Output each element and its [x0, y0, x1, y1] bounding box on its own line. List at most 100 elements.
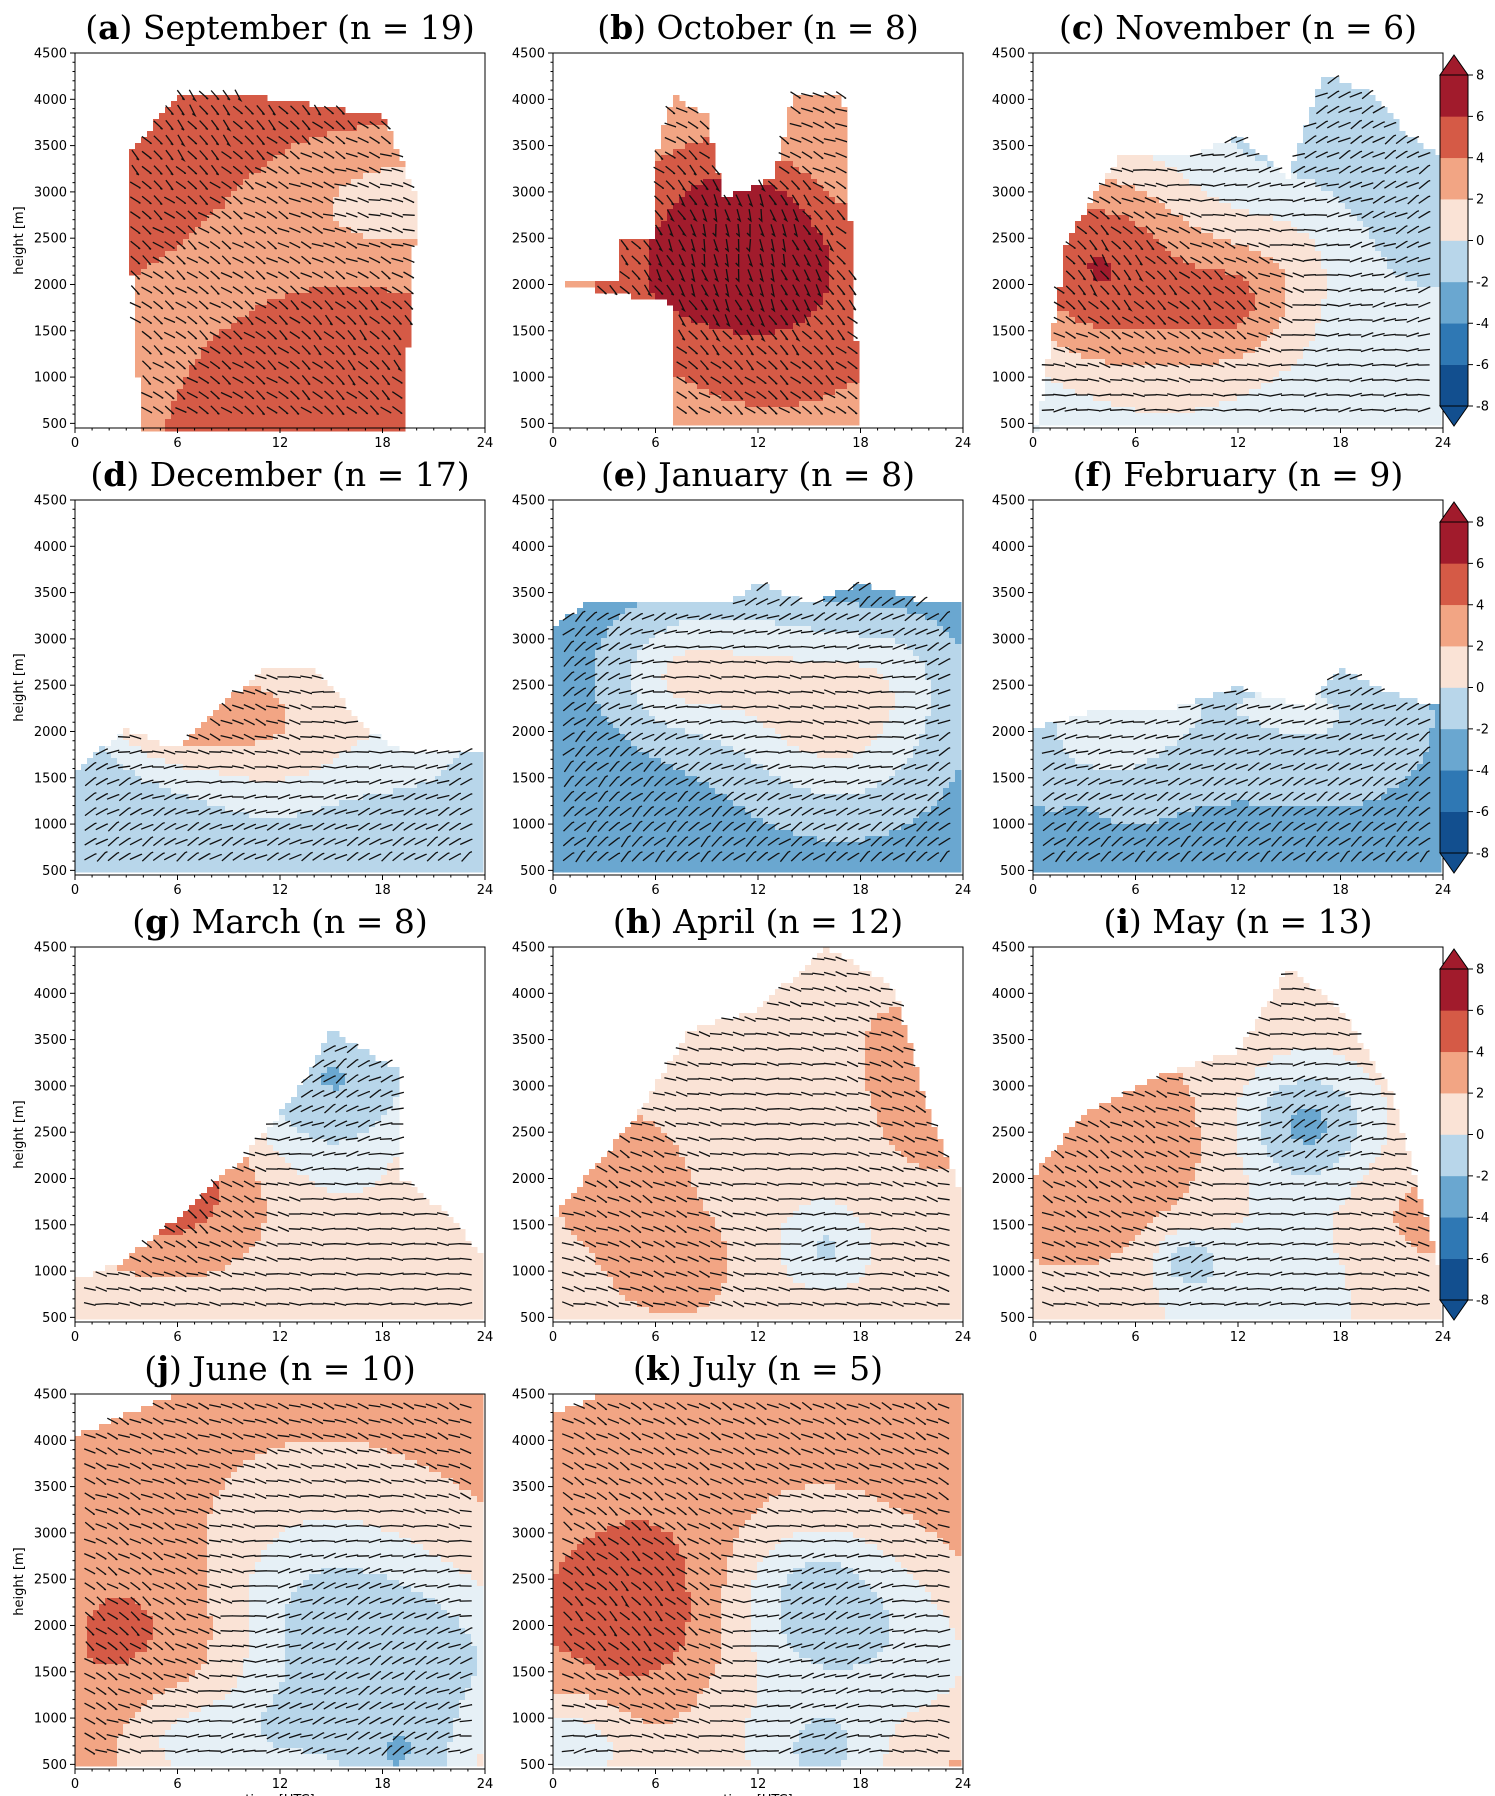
- field-cell: [231, 323, 238, 330]
- field-cell: [171, 131, 178, 138]
- field-cell: [159, 269, 166, 276]
- field-cell: [225, 419, 232, 426]
- field-cell: [243, 233, 250, 240]
- field-cell: [237, 221, 244, 228]
- field-cell: [189, 251, 196, 258]
- field-cell: [231, 185, 238, 192]
- field-cell: [183, 323, 190, 330]
- field-cell: [243, 365, 250, 372]
- field-cell: [249, 401, 256, 408]
- field-cell: [171, 311, 178, 318]
- field-cell: [147, 371, 154, 378]
- field-cell: [147, 419, 154, 426]
- field-cell: [237, 323, 244, 330]
- field-cell: [171, 359, 178, 366]
- field-cell: [255, 185, 262, 192]
- field-cell: [243, 155, 250, 162]
- field-cell: [159, 113, 166, 120]
- field-cell: [165, 251, 172, 258]
- field-cell: [219, 359, 226, 366]
- field-cell: [243, 383, 250, 390]
- field-cell: [165, 371, 172, 378]
- field-cell: [213, 323, 220, 330]
- field-cell: [129, 155, 136, 162]
- field-cell: [231, 155, 238, 162]
- field-cell: [243, 323, 250, 330]
- field-cell: [249, 269, 256, 276]
- field-cell: [189, 413, 196, 420]
- field-cell: [249, 221, 256, 228]
- field-cell: [159, 179, 166, 186]
- field-cell: [207, 137, 214, 144]
- field-cell: [147, 329, 154, 336]
- field-cell: [159, 149, 166, 156]
- field-cell: [147, 143, 154, 150]
- field-cell: [195, 239, 202, 246]
- field-cell: [135, 191, 142, 198]
- field-cell: [243, 245, 250, 252]
- field-cell: [141, 419, 148, 426]
- field-cell: [177, 161, 184, 168]
- field-cell: [159, 131, 166, 138]
- field-cell: [177, 419, 184, 426]
- field-cell: [147, 377, 154, 384]
- field-cell: [171, 203, 178, 210]
- panel-a: (a) September (n = 19)500100015002000250…: [12, 8, 493, 451]
- field-cell: [195, 371, 202, 378]
- field-cell: [171, 269, 178, 276]
- field-cell: [195, 383, 202, 390]
- field-cell: [165, 293, 172, 300]
- field-cell: [153, 263, 160, 270]
- field-cell: [225, 413, 232, 420]
- field-cell: [189, 281, 196, 288]
- field-cell: [135, 203, 142, 210]
- field-cell: [231, 143, 238, 150]
- field-cell: [183, 185, 190, 192]
- field-cell: [225, 341, 232, 348]
- field-cell: [159, 413, 166, 420]
- field-cell: [231, 317, 238, 324]
- field-cell: [183, 173, 190, 180]
- field-cell: [159, 233, 166, 240]
- field-cell: [165, 191, 172, 198]
- field-cell: [183, 125, 190, 132]
- field-cell: [249, 191, 256, 198]
- field-cell: [189, 203, 196, 210]
- field-cell: [129, 173, 136, 180]
- field-cell: [201, 401, 208, 408]
- field-cell: [147, 209, 154, 216]
- field-cell: [243, 413, 250, 420]
- field-cell: [183, 107, 190, 114]
- field-cell: [249, 101, 256, 108]
- field-cell: [237, 131, 244, 138]
- panels: (a) September (n = 19)500100015002000250…: [12, 8, 1451, 1796]
- field-cell: [201, 191, 208, 198]
- field-cell: [243, 221, 250, 228]
- field-cell: [243, 113, 250, 120]
- field-cell: [135, 143, 142, 150]
- field-cell: [153, 233, 160, 240]
- field-cell: [249, 263, 256, 270]
- field-cell: [219, 113, 226, 120]
- field-cell: [141, 143, 148, 150]
- field-cell: [231, 245, 238, 252]
- field-cell: [189, 215, 196, 222]
- field-cell: [237, 341, 244, 348]
- field-cell: [189, 125, 196, 132]
- field-cell: [135, 251, 142, 258]
- field-cell: [165, 233, 172, 240]
- field-cell: [189, 191, 196, 198]
- field-cell: [147, 323, 154, 330]
- field-cell: [243, 251, 250, 258]
- field-cell: [219, 401, 226, 408]
- field-cell: [177, 353, 184, 360]
- field-cell: [255, 143, 262, 150]
- field-cell: [195, 263, 202, 270]
- field-cell: [231, 275, 238, 282]
- field-cell: [213, 419, 220, 426]
- field-cell: [243, 293, 250, 300]
- field-cell: [249, 371, 256, 378]
- field-cell: [177, 233, 184, 240]
- field-cell: [201, 161, 208, 168]
- field-cell: [249, 203, 256, 210]
